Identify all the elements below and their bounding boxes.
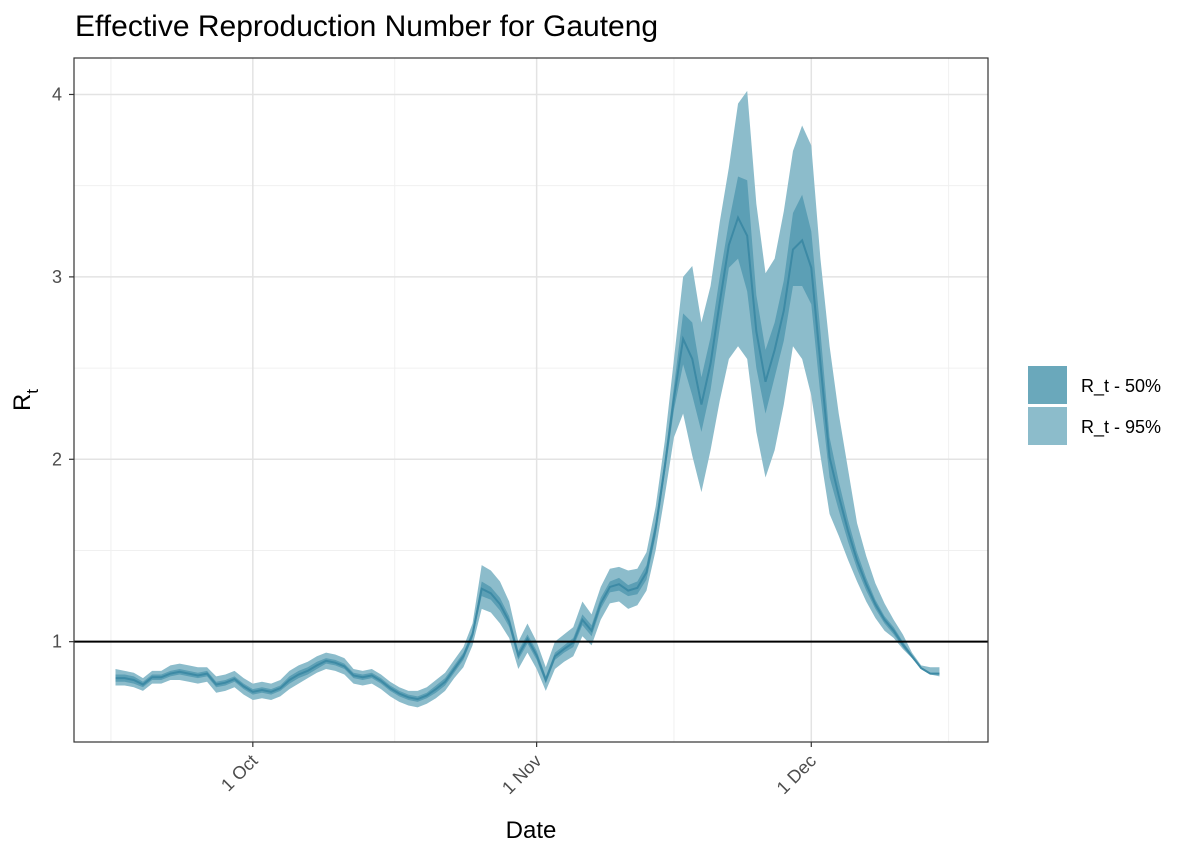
legend-key-50 bbox=[1028, 366, 1067, 404]
x-tick-label: 1 Nov bbox=[498, 751, 545, 798]
x-tick-label: 1 Oct bbox=[217, 751, 262, 796]
y-axis-title: Rt bbox=[9, 389, 42, 411]
plot-area bbox=[115, 90, 940, 708]
y-tick-label: 2 bbox=[52, 449, 62, 469]
legend-label-95: R_t - 95% bbox=[1081, 417, 1161, 438]
y-tick-label: 4 bbox=[52, 84, 62, 104]
legend-label-50: R_t - 50% bbox=[1081, 376, 1161, 397]
legend: R_t - 50% R_t - 95% bbox=[1028, 366, 1161, 445]
panel-border bbox=[73, 57, 989, 743]
median-line bbox=[115, 215, 940, 701]
y-axis-title-main: R bbox=[9, 394, 36, 411]
y-tick-label: 1 bbox=[52, 632, 62, 652]
x-axis-title: Date bbox=[506, 817, 557, 844]
legend-key-95 bbox=[1028, 407, 1067, 445]
y-axis-title-subscript: t bbox=[23, 389, 42, 394]
y-tick-label: 3 bbox=[52, 267, 62, 287]
x-tick-label: 1 Dec bbox=[773, 751, 820, 798]
chart-title: Effective Reproduction Number for Gauten… bbox=[75, 10, 658, 43]
